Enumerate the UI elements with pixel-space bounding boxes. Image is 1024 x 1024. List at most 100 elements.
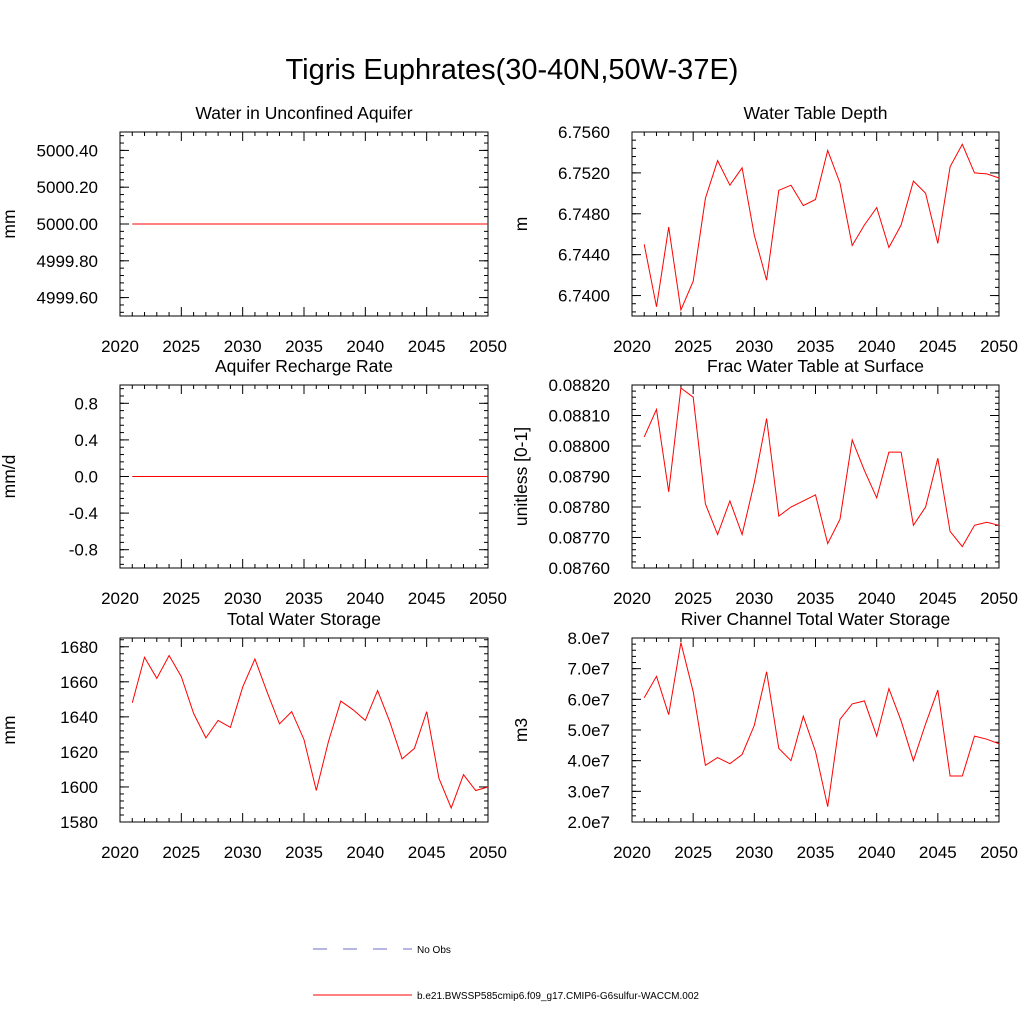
x-tick-label: 2045 bbox=[919, 589, 957, 608]
y-tick-label: 1580 bbox=[60, 813, 98, 832]
x-tick-label: 2045 bbox=[408, 589, 446, 608]
x-tick-label: 2025 bbox=[674, 337, 712, 356]
x-tick-label: 2020 bbox=[101, 337, 139, 356]
page-title: Tigris Euphrates(30-40N,50W-37E) bbox=[285, 54, 739, 86]
x-tick-label: 2045 bbox=[919, 337, 957, 356]
legend: No Obs b.e21.BWSSP585cmip6.f09_g17.CMIP6-… bbox=[313, 945, 699, 1002]
y-tick-label: 5000.40 bbox=[37, 141, 98, 160]
y-axis-label: m3 bbox=[511, 718, 531, 742]
y-tick-label: 6.7560 bbox=[558, 123, 610, 142]
y-tick-label: 0.08820 bbox=[549, 376, 610, 395]
x-tick-label: 2050 bbox=[469, 337, 507, 356]
x-tick-label: 2050 bbox=[980, 337, 1018, 356]
x-tick-label: 2020 bbox=[101, 589, 139, 608]
x-tick-label: 2020 bbox=[613, 843, 651, 862]
y-tick-label: 6.7520 bbox=[558, 164, 610, 183]
series-line-model bbox=[643, 387, 1000, 548]
series-line-model bbox=[643, 143, 1000, 312]
x-tick-label: 2025 bbox=[162, 843, 200, 862]
y-tick-label: 4.0e7 bbox=[567, 752, 610, 771]
y-tick-label: -0.4 bbox=[69, 504, 98, 523]
y-axis-label: unitless [0-1] bbox=[511, 427, 531, 526]
x-tick-label: 2050 bbox=[469, 589, 507, 608]
x-tick-label: 2030 bbox=[224, 589, 262, 608]
y-axis-label: mm/d bbox=[0, 455, 19, 499]
y-tick-label: 6.7480 bbox=[558, 205, 610, 224]
panel-2: Water Table Depth 2020 2025 2030 2035 2040 204… bbox=[511, 103, 1018, 356]
panel-6: River Channel Total Water Storage 2020 202… bbox=[511, 609, 1018, 862]
legend-label-model: b.e21.BWSSP585cmip6.f09_g17.CMIP6-G6sulf… bbox=[417, 991, 699, 1002]
y-tick-label: 0.08810 bbox=[549, 407, 610, 426]
y-tick-label: 8.0e7 bbox=[567, 629, 610, 648]
y-tick-label: 0.8 bbox=[74, 394, 98, 413]
x-tick-label: 2040 bbox=[346, 589, 384, 608]
y-tick-label: 1640 bbox=[60, 708, 98, 727]
x-tick-label: 2035 bbox=[285, 843, 323, 862]
y-tick-label: 5000.20 bbox=[37, 178, 98, 197]
x-tick-label: 2020 bbox=[101, 843, 139, 862]
y-tick-label: 0.08790 bbox=[549, 468, 610, 487]
x-tick-label: 2030 bbox=[224, 843, 262, 862]
x-tick-label: 2025 bbox=[674, 589, 712, 608]
panel-title: River Channel Total Water Storage bbox=[681, 609, 950, 629]
y-tick-label: 6.7440 bbox=[558, 246, 610, 265]
x-tick-label: 2050 bbox=[980, 589, 1018, 608]
y-tick-label: 5.0e7 bbox=[567, 721, 610, 740]
x-tick-label: 2040 bbox=[858, 589, 896, 608]
y-tick-label: 0.08780 bbox=[549, 498, 610, 517]
y-tick-label: 3.0e7 bbox=[567, 782, 610, 801]
y-axis-label: mm bbox=[0, 209, 19, 238]
y-tick-label: 6.0e7 bbox=[567, 690, 610, 709]
y-tick-label: -0.8 bbox=[69, 541, 98, 560]
y-tick-label: 5000.00 bbox=[37, 215, 98, 234]
x-tick-label: 2030 bbox=[224, 337, 262, 356]
y-axis-label: mm bbox=[0, 715, 19, 744]
panel-1: Water in Unconfined Aquifer 2020 2025 2030 2… bbox=[0, 103, 507, 356]
y-tick-label: 0.08770 bbox=[549, 529, 610, 548]
x-tick-label: 2035 bbox=[797, 589, 835, 608]
y-tick-label: 0.4 bbox=[74, 431, 98, 450]
x-tick-label: 2035 bbox=[285, 337, 323, 356]
panel-title: Water Table Depth bbox=[744, 103, 888, 123]
x-tick-label: 2040 bbox=[858, 337, 896, 356]
y-tick-label: 4999.60 bbox=[37, 289, 98, 308]
x-tick-label: 2045 bbox=[919, 843, 957, 862]
x-tick-label: 2040 bbox=[346, 843, 384, 862]
x-tick-label: 2040 bbox=[346, 337, 384, 356]
series-line-model bbox=[643, 642, 1000, 807]
x-tick-label: 2050 bbox=[469, 843, 507, 862]
y-axis-label: m bbox=[511, 217, 531, 232]
x-tick-label: 2050 bbox=[980, 843, 1018, 862]
legend-label-obs: No Obs bbox=[417, 945, 451, 956]
y-tick-label: 0.08800 bbox=[549, 437, 610, 456]
x-tick-label: 2020 bbox=[613, 589, 651, 608]
plot-frame bbox=[631, 131, 1000, 317]
y-tick-label: 0.0 bbox=[74, 468, 98, 487]
panel-title: Water in Unconfined Aquifer bbox=[195, 103, 412, 123]
y-tick-label: 2.0e7 bbox=[567, 813, 610, 832]
y-tick-label: 1680 bbox=[60, 638, 98, 657]
y-tick-label: 4999.80 bbox=[37, 252, 98, 271]
y-tick-label: 1620 bbox=[60, 743, 98, 762]
y-tick-label: 6.7400 bbox=[558, 287, 610, 306]
y-tick-label: 0.08760 bbox=[549, 559, 610, 578]
panel-title: Frac Water Table at Surface bbox=[707, 356, 924, 376]
plot-frame bbox=[631, 384, 1000, 569]
panel-3: Aquifer Recharge Rate 2020 2025 2030 2035 204… bbox=[0, 356, 507, 608]
x-tick-label: 2025 bbox=[674, 843, 712, 862]
series-line-model bbox=[131, 654, 489, 810]
x-tick-label: 2035 bbox=[797, 337, 835, 356]
x-tick-label: 2020 bbox=[613, 337, 651, 356]
x-tick-label: 2030 bbox=[735, 337, 773, 356]
x-tick-label: 2035 bbox=[797, 843, 835, 862]
x-tick-label: 2030 bbox=[735, 589, 773, 608]
x-tick-label: 2025 bbox=[162, 589, 200, 608]
panel-4: Frac Water Table at Surface 2020 2025 2030 2… bbox=[511, 356, 1018, 608]
y-tick-label: 1600 bbox=[60, 778, 98, 797]
x-tick-label: 2045 bbox=[408, 337, 446, 356]
y-tick-label: 1660 bbox=[60, 673, 98, 692]
x-tick-label: 2035 bbox=[285, 589, 323, 608]
panel-title: Total Water Storage bbox=[227, 609, 381, 629]
x-tick-label: 2025 bbox=[162, 337, 200, 356]
